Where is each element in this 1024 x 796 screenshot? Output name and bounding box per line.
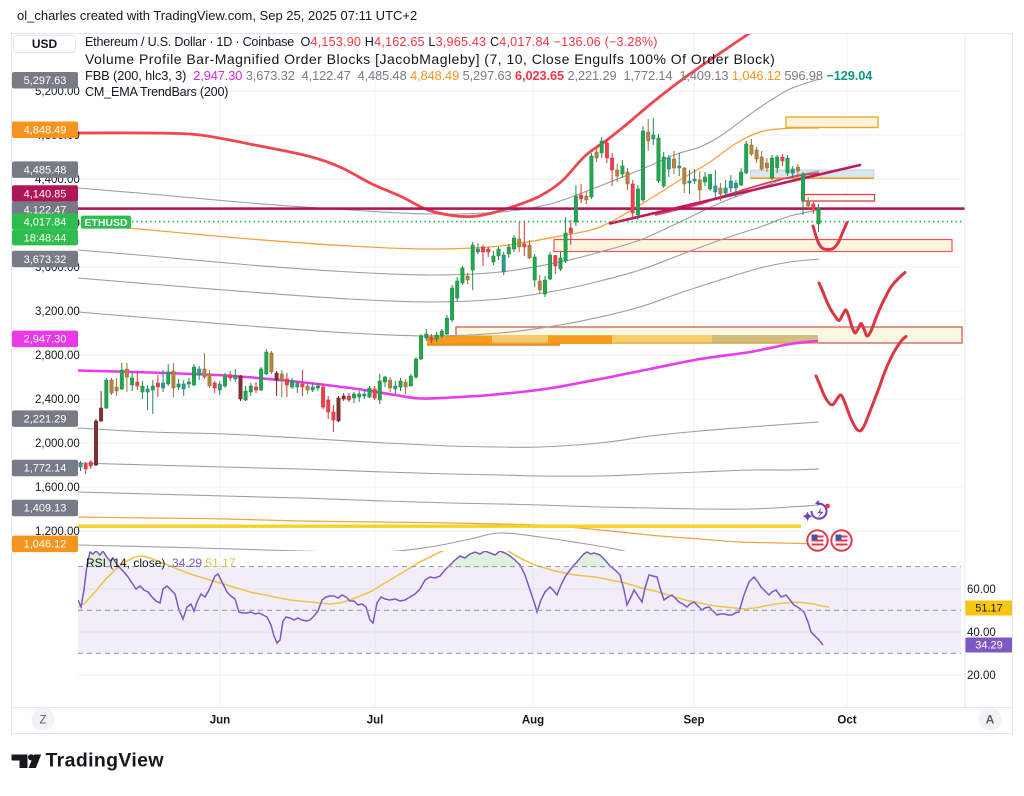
svg-text:1,600.00: 1,600.00: [35, 482, 80, 494]
svg-text:TradingView: TradingView: [46, 750, 165, 772]
svg-text:ETHUSD: ETHUSD: [84, 217, 128, 229]
svg-text:5,297.63: 5,297.63: [24, 75, 67, 87]
svg-text:Oct: Oct: [837, 715, 856, 727]
svg-text:4,017.84: 4,017.84: [24, 216, 67, 228]
svg-text:18:48:44: 18:48:44: [24, 232, 67, 244]
svg-text:1,046.12: 1,046.12: [24, 539, 67, 551]
svg-text:Aug: Aug: [522, 715, 544, 727]
svg-text:51.17: 51.17: [975, 603, 1003, 615]
svg-text:40.00: 40.00: [967, 627, 996, 639]
svg-text:1,409.13: 1,409.13: [24, 503, 67, 515]
svg-text:1,200.00: 1,200.00: [35, 526, 80, 538]
svg-text:Jun: Jun: [210, 715, 230, 727]
svg-text:60.00: 60.00: [967, 584, 996, 596]
svg-text:2,000.00: 2,000.00: [35, 438, 80, 450]
svg-text:4,848.49: 4,848.49: [24, 124, 67, 136]
svg-text:4,140.85: 4,140.85: [24, 188, 67, 200]
svg-text:A: A: [986, 713, 995, 727]
svg-text:2,800.00: 2,800.00: [35, 350, 80, 362]
svg-text:Z: Z: [39, 715, 46, 727]
svg-text:2,947.30: 2,947.30: [24, 334, 67, 346]
svg-text:5,200.00: 5,200.00: [35, 86, 80, 98]
svg-text:2,221.29: 2,221.29: [24, 413, 67, 425]
svg-text:3,200.00: 3,200.00: [35, 306, 80, 318]
svg-text:20.00: 20.00: [967, 670, 996, 682]
svg-text:Jul: Jul: [367, 715, 384, 727]
svg-text:34.29: 34.29: [975, 640, 1003, 652]
svg-text:4,485.48: 4,485.48: [24, 164, 67, 176]
svg-text:2,400.00: 2,400.00: [35, 394, 80, 406]
svg-text:4,122.47: 4,122.47: [24, 204, 67, 216]
svg-text:1,772.14: 1,772.14: [24, 463, 67, 475]
svg-text:Sep: Sep: [683, 715, 704, 727]
svg-text:3,673.32: 3,673.32: [24, 254, 67, 266]
